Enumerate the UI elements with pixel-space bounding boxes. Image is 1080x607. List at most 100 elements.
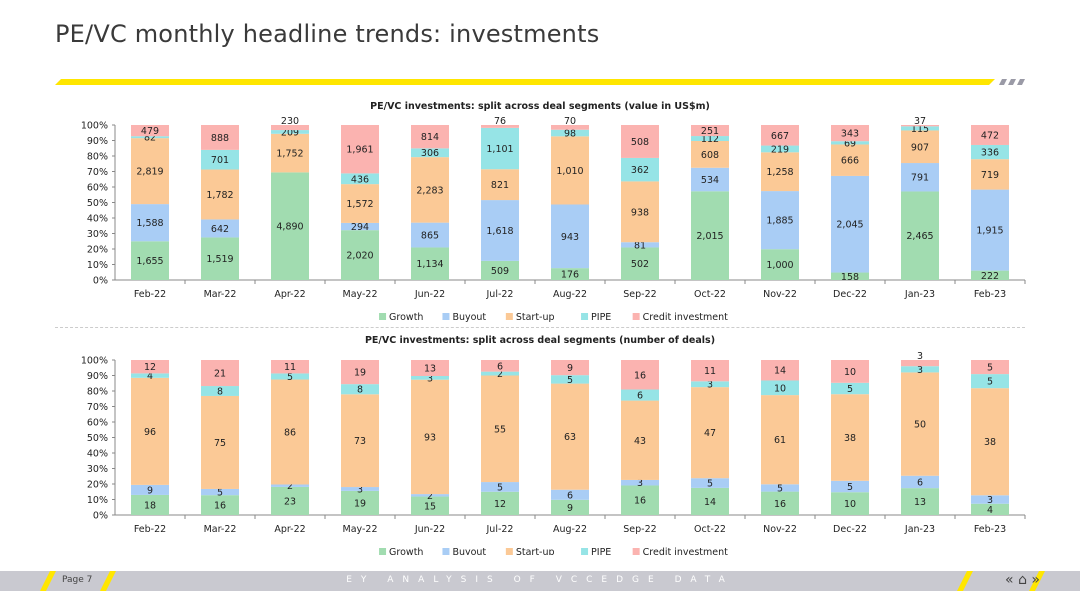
legend-label: Credit investment [643, 547, 729, 555]
data-label: 13 [424, 363, 436, 374]
bar-segment-pipe [481, 371, 519, 376]
bar-segment-pipe [621, 157, 659, 182]
data-label: 81 [634, 240, 646, 251]
bar-segment-credit-investment [341, 360, 379, 385]
data-label: 19 [354, 368, 366, 379]
bar-segment-start-up [901, 372, 939, 476]
bar-segment-credit-investment [971, 125, 1009, 145]
next-icon[interactable]: » [1031, 572, 1040, 588]
x-tick-label: Apr-22 [274, 524, 305, 535]
data-label: 10 [844, 367, 856, 378]
bar-segment-buyout [901, 163, 939, 192]
y-tick-label: 10% [87, 495, 108, 506]
data-label: 10 [844, 499, 856, 510]
data-label: 362 [631, 165, 649, 176]
x-tick-label: Dec-22 [833, 289, 867, 300]
bar-segment-start-up [621, 400, 659, 480]
home-icon[interactable]: ⌂ [1018, 572, 1027, 588]
data-label: 4,890 [276, 222, 303, 233]
x-tick-label: Jan-23 [904, 289, 935, 300]
data-label: 1,134 [416, 259, 443, 270]
bar-segment-buyout [131, 204, 169, 242]
bar-segment-pipe [831, 141, 869, 145]
chart-divider [55, 327, 1025, 328]
bar-segment-credit-investment [901, 360, 939, 367]
bar-segment-pipe [691, 381, 729, 388]
y-tick-label: 70% [87, 167, 108, 178]
legend-label: Credit investment [643, 312, 729, 323]
y-tick-label: 70% [87, 402, 108, 413]
nav-icons: « ⌂ » [1005, 572, 1040, 588]
bar-segment-growth [341, 490, 379, 515]
bar-segment-buyout [201, 219, 239, 238]
footer-bar: Page 7 EY ANALYSIS OF VCCEDGE DATA « ⌂ » [0, 571, 1080, 591]
data-label: 1,655 [136, 256, 163, 267]
bar-segment-credit-investment [411, 360, 449, 376]
bar-segment-start-up [131, 138, 169, 205]
bar-segment-start-up [551, 383, 589, 490]
bar-segment-buyout [131, 484, 169, 495]
data-label: 1,752 [276, 149, 303, 160]
data-label: 96 [144, 427, 156, 438]
bar-segment-buyout [691, 167, 729, 192]
first-icon[interactable]: « [1005, 572, 1014, 588]
bar-segment-credit-investment [131, 125, 169, 137]
data-label: 2 [497, 369, 503, 380]
data-label: 3 [987, 495, 993, 506]
data-label: 5 [847, 384, 853, 395]
y-tick-label: 50% [87, 433, 108, 444]
data-label: 436 [351, 174, 369, 185]
data-label: 8 [217, 387, 223, 398]
data-label: 47 [704, 428, 716, 439]
bar-segment-growth [481, 260, 519, 280]
bar-segment-pipe [411, 375, 449, 380]
y-tick-label: 80% [87, 152, 108, 163]
data-label: 16 [774, 499, 786, 510]
x-tick-label: Feb-22 [134, 524, 166, 535]
data-label: 2,020 [346, 251, 373, 262]
x-tick-label: Feb-23 [974, 289, 1006, 300]
y-tick-label: 90% [87, 136, 108, 147]
data-label: 5 [497, 482, 503, 493]
y-tick-label: 90% [87, 371, 108, 382]
data-label: 791 [911, 173, 929, 184]
data-label: 112 [701, 134, 719, 145]
data-label: 719 [981, 170, 999, 181]
data-label: 38 [844, 433, 856, 444]
bar-segment-credit-investment [201, 360, 239, 387]
bar-segment-buyout [901, 475, 939, 489]
y-tick-label: 50% [87, 198, 108, 209]
data-label: 76 [494, 116, 506, 127]
bar-segment-start-up [341, 394, 379, 488]
x-tick-label: Jan-23 [904, 524, 935, 535]
y-tick-label: 30% [87, 464, 108, 475]
bar-segment-pipe [201, 386, 239, 396]
bar-segment-growth [481, 491, 519, 515]
bar-segment-start-up [971, 388, 1009, 496]
bar-segment-buyout [271, 484, 309, 487]
bar-segment-credit-investment [691, 360, 729, 382]
data-label: 86 [284, 428, 296, 439]
legend-swatch [379, 548, 387, 555]
bar-segment-buyout [831, 175, 869, 273]
data-label: 115 [911, 124, 929, 135]
x-tick-label: Dec-22 [833, 524, 867, 535]
bar-segment-growth [551, 268, 589, 280]
bar-segment-start-up [831, 144, 869, 176]
data-label: 16 [634, 496, 646, 507]
data-label: 19 [354, 498, 366, 509]
data-label: 38 [984, 437, 996, 448]
bar-segment-growth [411, 496, 449, 515]
bar-segment-start-up [971, 159, 1009, 190]
data-label: 3 [357, 484, 363, 495]
data-label: 3 [917, 351, 923, 362]
y-tick-label: 60% [87, 183, 108, 194]
bar-segment-growth [971, 503, 1009, 515]
x-tick-label: Sep-22 [623, 524, 656, 535]
data-label: 69 [844, 138, 856, 149]
data-label: 3 [427, 373, 433, 384]
bar-segment-buyout [341, 487, 379, 491]
data-label: 15 [424, 501, 436, 512]
data-label: 642 [211, 224, 229, 235]
bar-segment-growth [551, 499, 589, 515]
